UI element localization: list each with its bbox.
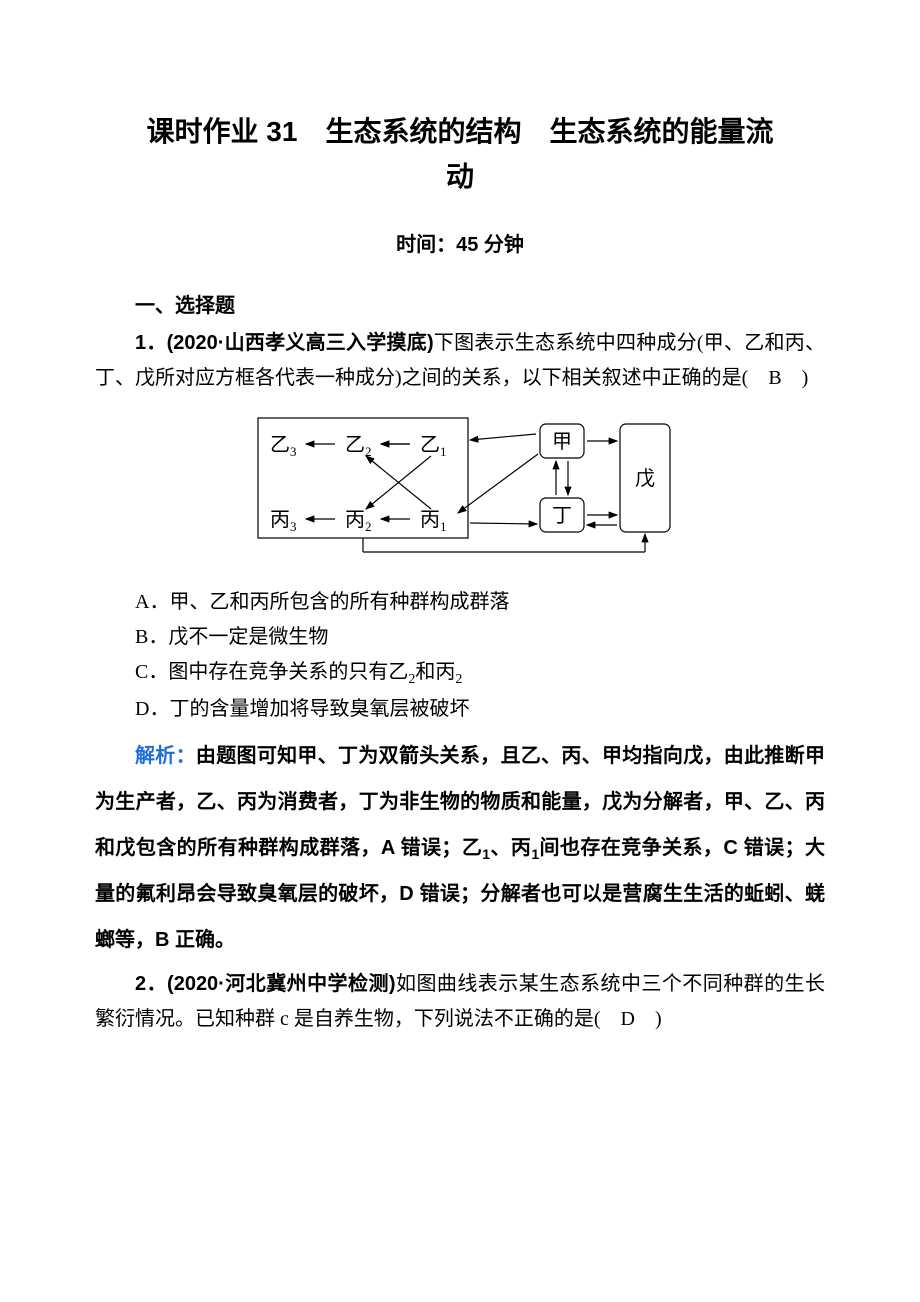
q2-answer: D — [621, 1008, 635, 1030]
svg-text:乙2: 乙2 — [345, 434, 372, 459]
svg-text:丙1: 丙1 — [420, 509, 447, 534]
q2-stem: 2．(2020·河北冀州中学检测)如图曲线表示某生态系统中三个不同种群的生长繁衍… — [95, 967, 825, 1037]
q1-option-d: D．丁的含量增加将导致臭氧层被破坏 — [95, 692, 825, 727]
q2-source: (2020·河北冀州中学检测) — [167, 973, 396, 995]
q1-option-c-sub2: 2 — [455, 672, 462, 687]
q1-explain-sub2: 1 — [531, 846, 539, 862]
svg-text:丙3: 丙3 — [270, 509, 297, 534]
q1-option-a: A．甲、乙和丙所包含的所有种群构成群落 — [95, 585, 825, 620]
svg-text:乙3: 乙3 — [270, 434, 297, 459]
q1-source: (2020·山西孝义高三入学摸底) — [167, 332, 434, 354]
section-heading: 一、选择题 — [95, 289, 825, 318]
q2-number: 2． — [135, 973, 167, 995]
title-line-1: 课时作业 31 生态系统的结构 生态系统的能量流 — [147, 116, 774, 147]
q1-answer: B — [768, 367, 781, 389]
svg-text:乙1: 乙1 — [420, 434, 447, 459]
svg-text:丁: 丁 — [552, 505, 572, 527]
ecosystem-diagram: 甲丁 戊 乙3 乙2 乙1 丙3 丙2 丙1 — [240, 406, 680, 566]
q1-stem-after: ) — [782, 367, 809, 389]
q1-option-c: C．图中存在竞争关系的只有乙2和丙2 — [95, 655, 825, 693]
svg-text:丙2: 丙2 — [345, 509, 372, 534]
q1-explain-b: 、丙 — [490, 837, 531, 859]
explain-label: 解析： — [135, 745, 196, 767]
q1-stem: 1．(2020·山西孝义高三入学摸底)下图表示生态系统中四种成分(甲、乙和丙、丁… — [95, 326, 825, 396]
q1-option-c-pre: C．图中存在竞争关系的只有乙 — [135, 661, 408, 683]
q1-option-b: B．戊不一定是微生物 — [95, 620, 825, 655]
title-line-2: 动 — [446, 161, 474, 192]
svg-text:甲: 甲 — [552, 431, 572, 453]
q2-stem-after: ) — [635, 1008, 662, 1030]
q1-number: 1． — [135, 332, 167, 354]
page: 课时作业 31 生态系统的结构 生态系统的能量流 动 时间：45 分钟 一、选择… — [0, 0, 920, 1121]
q1-explanation: 解析：由题图可知甲、丁为双箭头关系，且乙、丙、甲均指向戊，由此推断甲为生产者，乙… — [95, 733, 825, 963]
q1-diagram: 甲丁 戊 乙3 乙2 乙1 丙3 丙2 丙1 — [95, 406, 825, 571]
assignment-title: 课时作业 31 生态系统的结构 生态系统的能量流 动 — [95, 110, 825, 200]
q1-option-c-mid: 和丙 — [415, 661, 455, 683]
q1-explain-sub1: 1 — [482, 846, 490, 862]
svg-text:戊: 戊 — [635, 467, 655, 490]
time-limit: 时间：45 分钟 — [95, 228, 825, 257]
